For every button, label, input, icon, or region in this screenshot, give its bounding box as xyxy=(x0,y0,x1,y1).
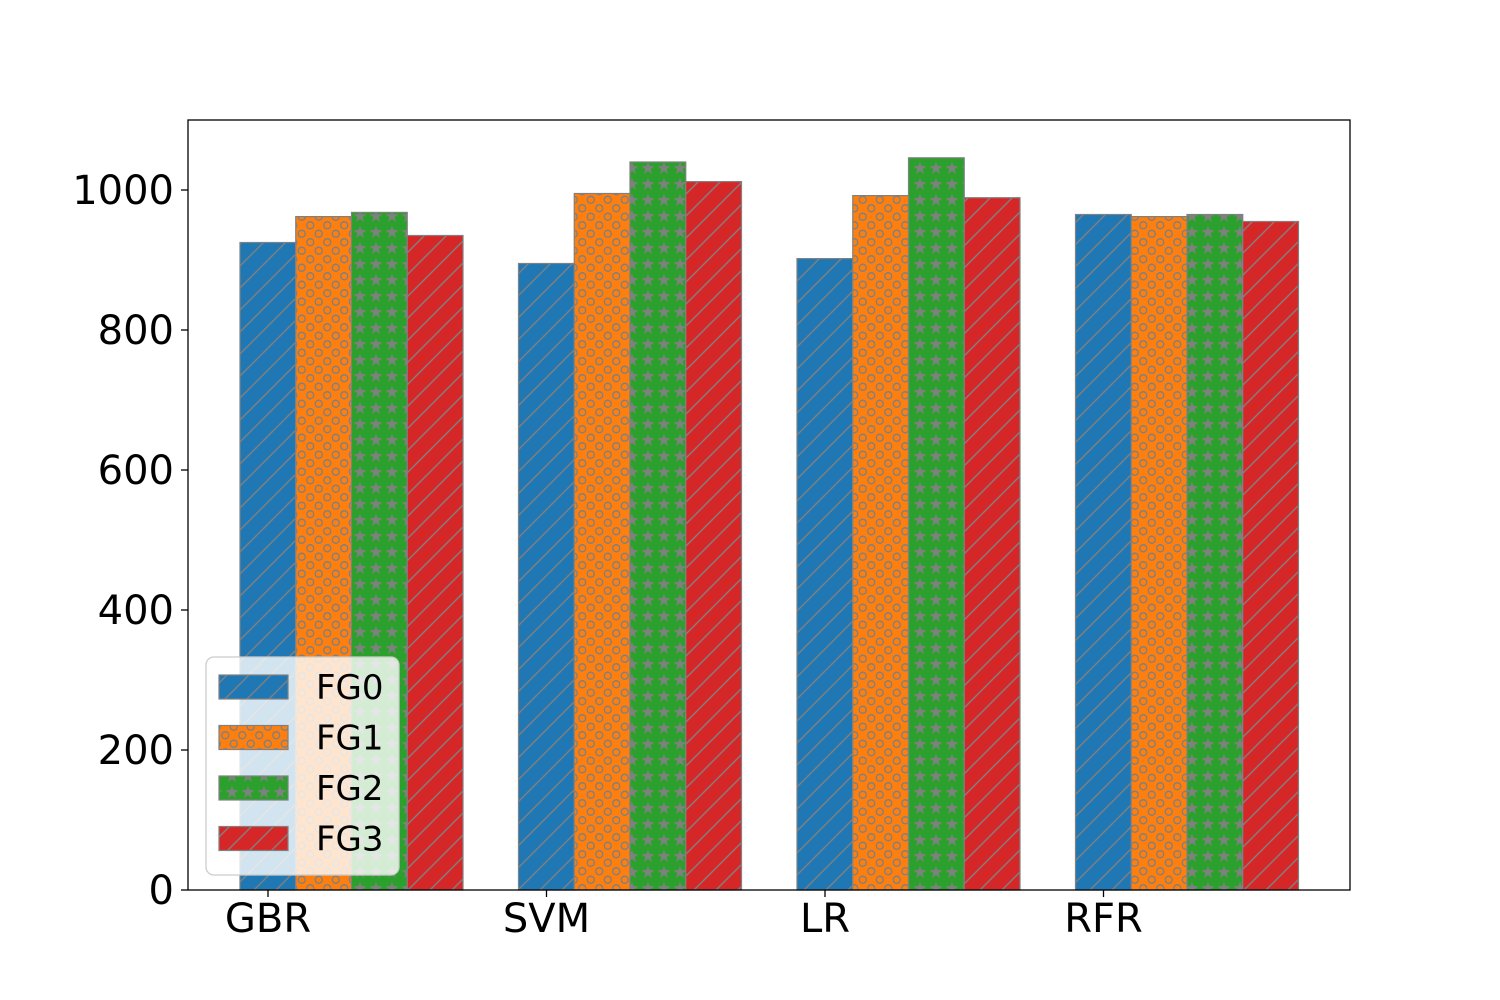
bar-lr-fg0 xyxy=(796,258,854,891)
bar-hatch xyxy=(574,193,630,890)
bar-hatch xyxy=(908,157,965,891)
legend-swatch-outline xyxy=(218,775,289,801)
legend-swatch-hatch xyxy=(219,725,288,750)
bar-lr-fg2 xyxy=(907,157,965,891)
bar-svm-fg2 xyxy=(629,161,687,891)
bar-hatch xyxy=(964,197,1020,890)
bar-hatch xyxy=(1131,216,1187,891)
bar-group-svm xyxy=(517,161,743,891)
y-tick-label: 0 xyxy=(149,868,174,914)
bar-lr-fg3 xyxy=(963,197,1021,891)
bar-group-rfr xyxy=(1074,213,1300,891)
legend-label: FG1 xyxy=(316,719,384,759)
legend-swatch-outline xyxy=(218,825,289,852)
legend-item-fg2: FG2 xyxy=(218,769,384,809)
x-tick-label-svm: SVM xyxy=(503,896,590,942)
legend-swatch-hatch xyxy=(219,675,288,699)
bar-rfr-fg1 xyxy=(1130,216,1188,891)
legend-swatch-outline xyxy=(218,674,289,700)
legend-label: FG0 xyxy=(316,668,384,708)
y-tick-label: 600 xyxy=(98,448,174,494)
bar-group-lr xyxy=(796,157,1021,891)
legend-item-fg1: FG1 xyxy=(218,719,384,759)
bar-hatch xyxy=(685,181,742,891)
legend-swatch-hatch xyxy=(219,826,288,851)
legend-item-fg3: FG3 xyxy=(218,820,384,860)
bar-rfr-fg0 xyxy=(1074,213,1132,891)
bar-hatch xyxy=(407,235,463,890)
bar-svm-fg1 xyxy=(573,192,631,891)
legend-swatch-outline xyxy=(218,724,289,751)
legend-label: FG3 xyxy=(316,820,384,860)
x-axis: GBR SVM LR RFR xyxy=(225,890,1143,942)
y-tick-label: 1000 xyxy=(72,168,174,214)
bar-hatch xyxy=(1075,214,1132,890)
x-tick-label-gbr: GBR xyxy=(225,896,311,942)
x-tick-label-lr: LR xyxy=(800,896,850,942)
bar-rfr-fg2 xyxy=(1186,213,1244,891)
bar-hatch xyxy=(518,263,575,890)
bar-hatch xyxy=(797,258,853,891)
bar-svm-fg0 xyxy=(517,262,575,891)
plot-frame xyxy=(187,119,1351,891)
legend-item-fg0: FG0 xyxy=(218,668,384,708)
legend-label: FG2 xyxy=(316,769,384,809)
legend: FG0 FG1 FG2 FG3 xyxy=(205,656,400,876)
x-tick-label-rfr: RFR xyxy=(1064,896,1143,942)
legend-swatch-hatch xyxy=(219,776,288,800)
bar-hatch xyxy=(1242,221,1299,890)
bar-rfr-fg3 xyxy=(1242,220,1300,891)
bar-lr-fg1 xyxy=(852,195,910,891)
bar-svm-fg3 xyxy=(685,181,743,891)
y-tick-label: 200 xyxy=(98,728,174,774)
y-tick-label: 800 xyxy=(98,308,174,354)
bar-hatch xyxy=(1187,214,1243,890)
y-axis: 0 200 400 600 800 1000 xyxy=(72,168,188,914)
legend-box xyxy=(205,656,400,876)
y-tick-label: 400 xyxy=(98,588,174,634)
bar-hatch xyxy=(630,162,686,890)
bar-gbr-fg3 xyxy=(406,234,464,891)
bar-hatch xyxy=(852,195,909,891)
